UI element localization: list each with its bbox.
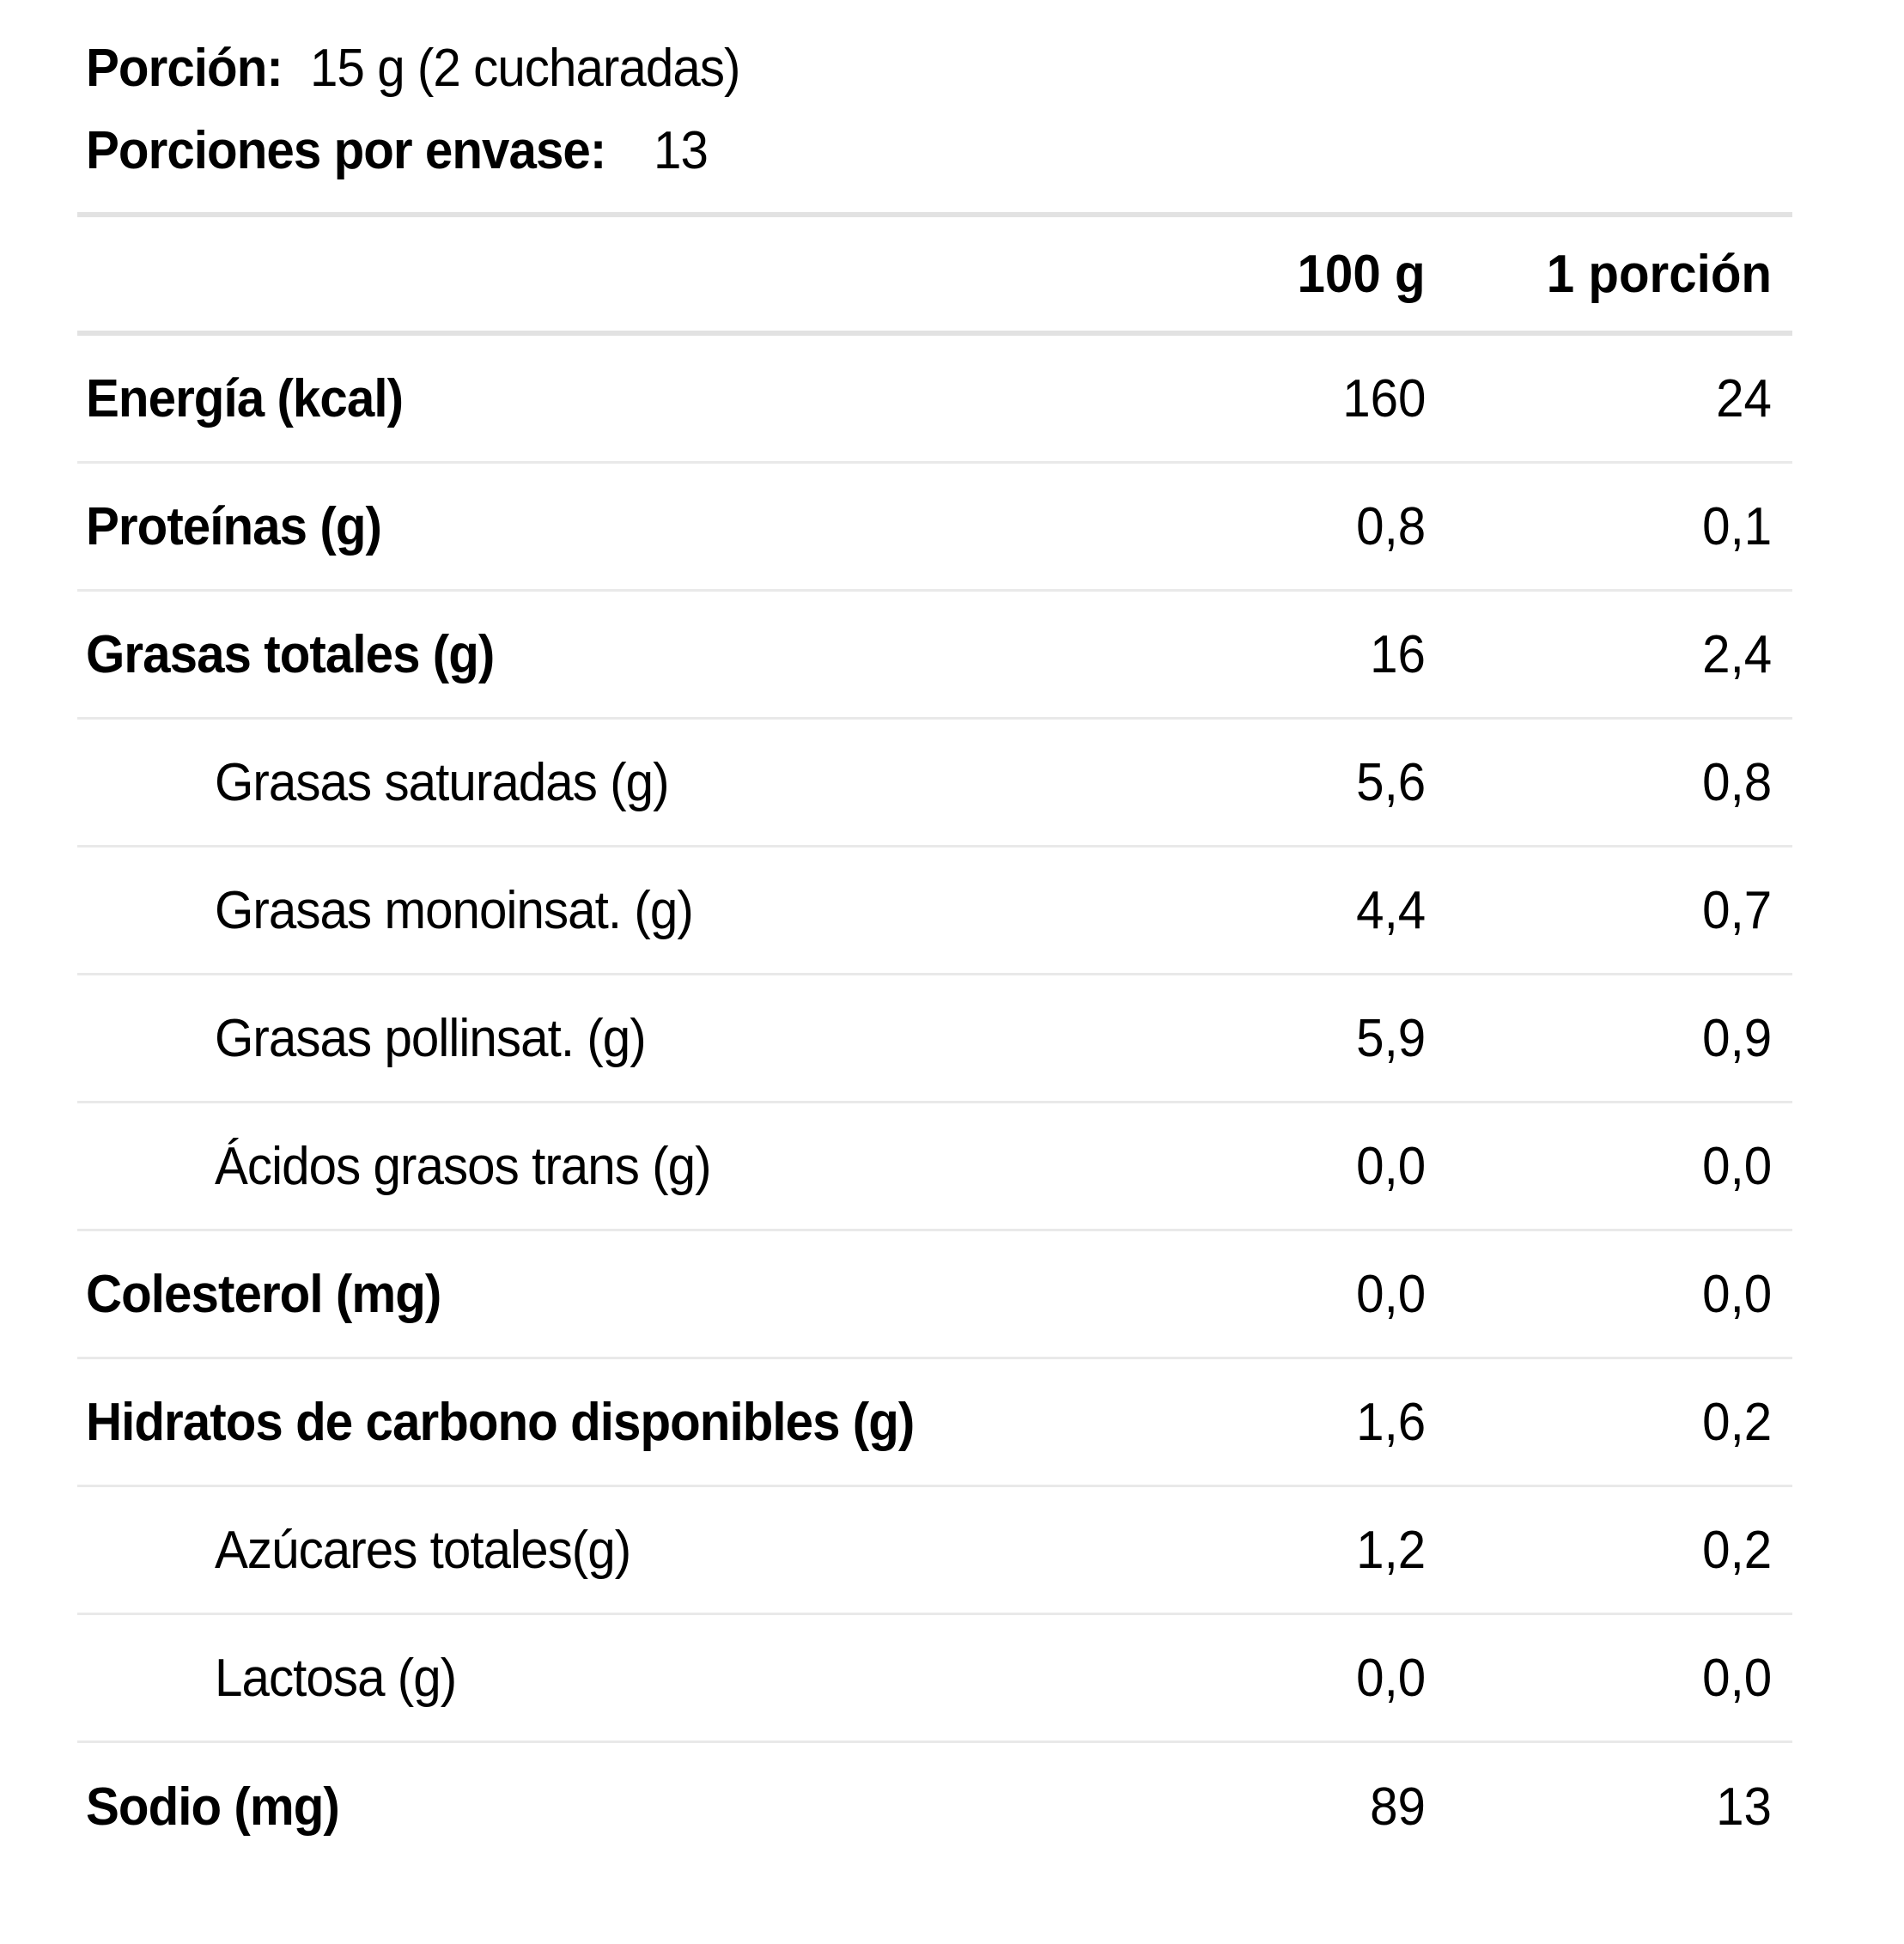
row-label: Sodio (mg) xyxy=(86,1777,340,1837)
row-value-100g: 160 xyxy=(1341,368,1426,428)
servings-line: Porciones por envase: 13 xyxy=(86,110,1904,192)
row-value-1porcion: 24 xyxy=(1716,368,1772,428)
table-row: Colesterol (mg) 0,0 0,0 xyxy=(77,1231,1792,1359)
row-label: Grasas totales (g) xyxy=(86,624,495,684)
row-value-100g: 5,9 xyxy=(1355,1008,1426,1068)
row-label: Grasas saturadas (g) xyxy=(215,752,670,812)
row-label: Azúcares totales(g) xyxy=(215,1520,631,1580)
row-label: Ácidos grasos trans (g) xyxy=(215,1136,712,1196)
table-row: Proteínas (g) 0,8 0,1 xyxy=(77,464,1792,592)
row-value-100g: 1,2 xyxy=(1355,1520,1426,1580)
row-value-1porcion: 0,7 xyxy=(1701,880,1772,940)
servings-label: Porciones por envase: xyxy=(86,121,606,180)
row-value-100g: 0,8 xyxy=(1355,496,1426,556)
table-row: Ácidos grasos trans (g) 0,0 0,0 xyxy=(77,1103,1792,1231)
row-value-100g: 0,0 xyxy=(1355,1264,1426,1324)
table-body: Energía (kcal) 160 24 Proteínas (g) 0,8 … xyxy=(77,336,1792,1871)
row-label: Grasas pollinsat. (g) xyxy=(215,1008,647,1068)
table-row: Sodio (mg) 89 13 xyxy=(77,1743,1792,1871)
nutrition-table: 100 g 1 porción Energía (kcal) 160 24 Pr… xyxy=(77,212,1792,1871)
row-value-100g: 1,6 xyxy=(1355,1392,1426,1452)
row-value-1porcion: 13 xyxy=(1716,1777,1772,1837)
row-value-1porcion: 0,0 xyxy=(1701,1136,1772,1196)
table-row: Grasas monoinsat. (g) 4,4 0,7 xyxy=(77,847,1792,975)
table-row: Grasas totales (g) 16 2,4 xyxy=(77,592,1792,720)
row-label: Hidratos de carbono disponibles (g) xyxy=(86,1392,915,1452)
row-value-1porcion: 0,8 xyxy=(1701,752,1772,812)
row-value-100g: 4,4 xyxy=(1355,880,1426,940)
table-header: 100 g 1 porción xyxy=(77,217,1792,336)
row-value-1porcion: 0,2 xyxy=(1701,1392,1772,1452)
table-row: Grasas saturadas (g) 5,6 0,8 xyxy=(77,720,1792,847)
row-value-100g: 89 xyxy=(1370,1777,1426,1837)
row-value-1porcion: 0,1 xyxy=(1701,496,1772,556)
row-label: Colesterol (mg) xyxy=(86,1264,441,1324)
portion-line: Porción: 15 g (2 cucharadas) xyxy=(86,27,1904,110)
row-value-1porcion: 0,2 xyxy=(1701,1520,1772,1580)
row-value-100g: 0,0 xyxy=(1355,1648,1426,1708)
column-header-100g: 100 g xyxy=(1297,244,1426,304)
row-value-1porcion: 0,9 xyxy=(1701,1008,1772,1068)
column-header-1porcion: 1 porción xyxy=(1546,244,1772,304)
row-label: Proteínas (g) xyxy=(86,496,382,556)
portion-label: Porción: xyxy=(86,39,283,98)
row-label: Energía (kcal) xyxy=(86,368,404,428)
row-label: Lactosa (g) xyxy=(215,1648,457,1708)
row-label: Grasas monoinsat. (g) xyxy=(215,880,694,940)
row-value-100g: 0,0 xyxy=(1355,1136,1426,1196)
row-value-1porcion: 2,4 xyxy=(1701,624,1772,684)
row-value-1porcion: 0,0 xyxy=(1701,1264,1772,1324)
table-row: Hidratos de carbono disponibles (g) 1,6 … xyxy=(77,1359,1792,1487)
table-row: Azúcares totales(g) 1,2 0,2 xyxy=(77,1487,1792,1615)
serving-info: Porción: 15 g (2 cucharadas) Porciones p… xyxy=(0,0,1904,192)
table-row: Lactosa (g) 0,0 0,0 xyxy=(77,1615,1792,1743)
row-value-100g: 16 xyxy=(1370,624,1426,684)
row-value-100g: 5,6 xyxy=(1355,752,1426,812)
row-value-1porcion: 0,0 xyxy=(1701,1648,1772,1708)
portion-value: 15 g (2 cucharadas) xyxy=(309,39,740,98)
table-row: Energía (kcal) 160 24 xyxy=(77,336,1792,464)
servings-value: 13 xyxy=(654,121,709,180)
table-row: Grasas pollinsat. (g) 5,9 0,9 xyxy=(77,975,1792,1103)
